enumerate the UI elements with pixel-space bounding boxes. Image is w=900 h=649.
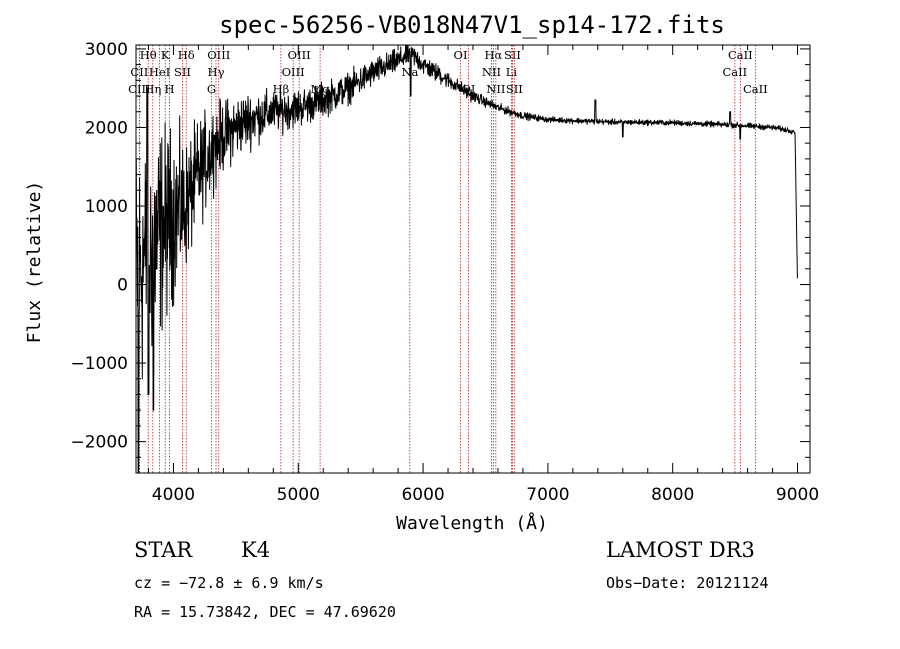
redshift-velocity: cz = −72.8 ± 6.9 km/s	[134, 574, 324, 592]
x-tick-label: 4000	[152, 485, 195, 505]
plot-frame	[135, 44, 811, 474]
spectrum-line	[135, 44, 798, 474]
spectral-line-label: Hθ	[140, 48, 157, 62]
y-tick-label: 0	[117, 276, 128, 296]
spectral-line-label: OI	[454, 48, 468, 62]
y-tick-label: 2000	[85, 118, 128, 138]
observation-date: Obs−Date: 20121124	[606, 574, 769, 592]
spectral-line-label: OIII	[282, 65, 305, 79]
x-tick-label: 7000	[526, 485, 569, 505]
spectral-line-label: K	[161, 48, 170, 62]
x-tick-label: 6000	[401, 485, 444, 505]
spectral-line-label: H	[165, 82, 175, 96]
x-tick-label: 9000	[776, 485, 819, 505]
y-tick-label: 1000	[85, 197, 128, 217]
spectral-line-label: Hγ	[208, 65, 225, 79]
spectral-line-label: CaII	[728, 48, 753, 62]
axis-ticks: 4000 5000 6000 7000 8000 9000 −2000 −1000 0 1000 2…	[70, 40, 819, 505]
spectral-line-label: Hη	[144, 82, 161, 96]
spectral-line-label: Hα	[484, 48, 502, 62]
x-tick-label: 8000	[651, 485, 694, 505]
y-axis-label: Flux (relative)	[24, 181, 45, 344]
spectrum-series	[135, 44, 798, 474]
object-subclass: K4	[241, 538, 271, 562]
spectral-line-label: Hβ	[273, 82, 290, 96]
spectral-line-label: SII	[504, 48, 521, 62]
spectral-line-label: CIII	[128, 82, 150, 96]
spectral-line-label: SII	[506, 82, 523, 96]
sky-coordinates: RA = 15.73842, DEC = 47.69620	[134, 603, 396, 621]
spectral-line-label: CaII	[743, 82, 768, 96]
x-tick-label: 5000	[277, 485, 320, 505]
object-class: STAR	[134, 538, 193, 562]
spectral-line-label: Li	[506, 65, 518, 79]
spectral-line-label: OIII	[288, 48, 311, 62]
spectral-line-label: NII	[482, 65, 501, 79]
spectral-line-label: NII	[486, 82, 505, 96]
chart-title: spec-56256-VB018N47V1_sp14-172.fits	[219, 11, 725, 39]
spectral-line-label: SII	[174, 65, 191, 79]
y-tick-label: 3000	[85, 40, 128, 60]
x-axis-label: Wavelength (Å)	[396, 512, 548, 534]
y-tick-label: −2000	[70, 433, 128, 453]
spectral-line-label: HeI	[149, 65, 170, 79]
spectral-line-label: G	[207, 82, 216, 96]
y-tick-label: −1000	[70, 354, 128, 374]
spectral-line-label: OIII	[207, 48, 230, 62]
spectral-line-label: CaII	[722, 65, 747, 79]
spectral-line-label: Hδ	[178, 48, 195, 62]
survey-release: LAMOST DR3	[606, 538, 755, 562]
